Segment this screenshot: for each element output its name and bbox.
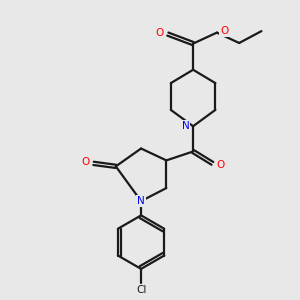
Text: O: O — [220, 26, 228, 36]
Text: Cl: Cl — [136, 285, 146, 295]
Text: N: N — [182, 121, 190, 131]
Text: O: O — [217, 160, 225, 170]
Text: N: N — [137, 196, 145, 206]
Text: O: O — [81, 157, 89, 167]
Text: O: O — [155, 28, 164, 38]
